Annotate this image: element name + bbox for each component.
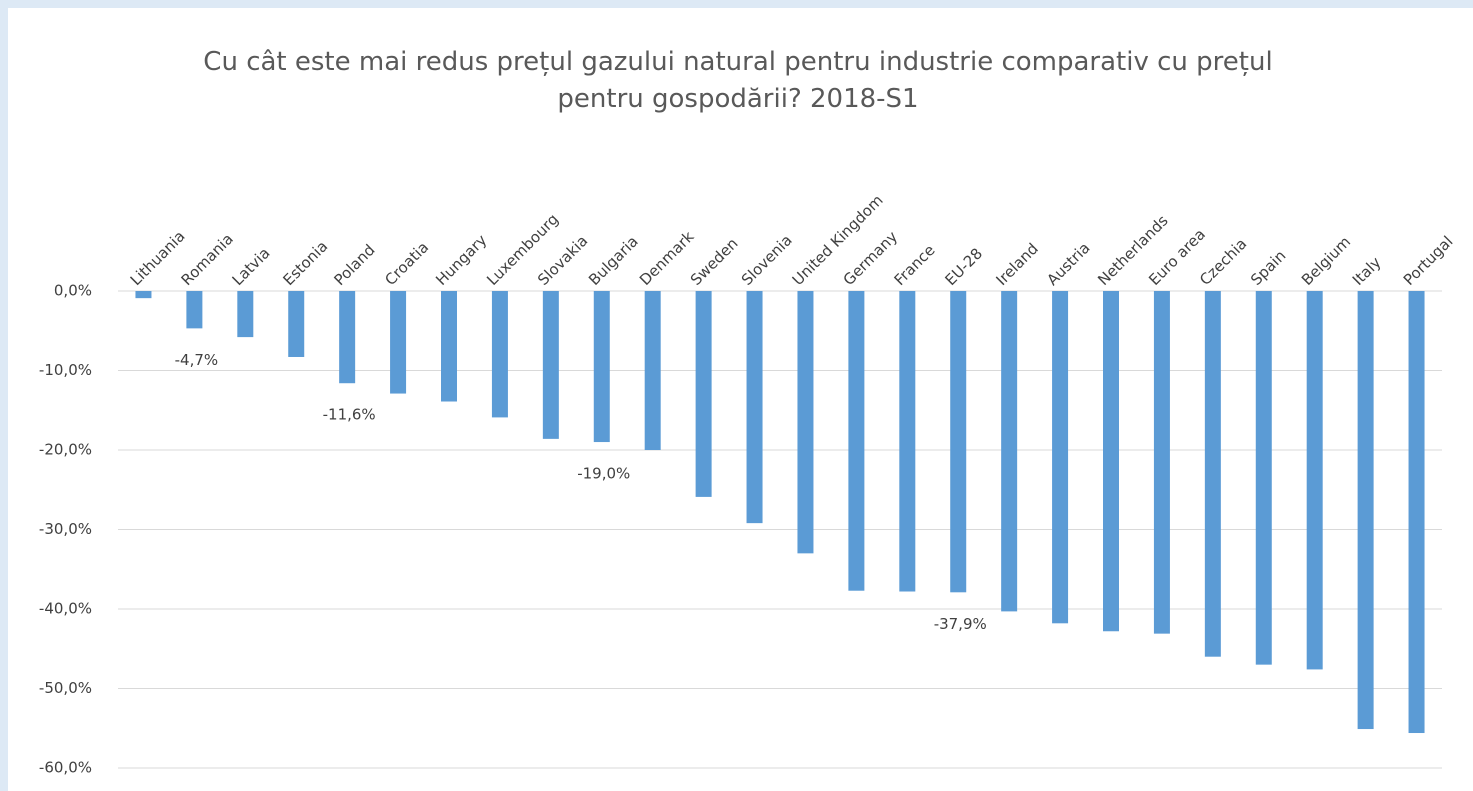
x-tick-label: Hungary bbox=[432, 231, 490, 289]
data-label: -19,0% bbox=[577, 465, 630, 483]
x-tick-label: Poland bbox=[330, 241, 378, 289]
y-tick-label: -10,0% bbox=[39, 361, 92, 379]
bar bbox=[848, 291, 865, 591]
data-label: -4,7% bbox=[175, 351, 219, 369]
x-tick-label: Italy bbox=[1349, 253, 1385, 289]
bar bbox=[542, 291, 559, 439]
x-tick-label: Belgium bbox=[1298, 233, 1354, 289]
x-tick-label: Latvia bbox=[229, 244, 274, 289]
x-tick-label: France bbox=[891, 241, 939, 289]
chart-frame: 0,0% -10,0% -20,0% -30,0% -40,0% -50,0% -60,0%… bbox=[8, 8, 1473, 791]
bar bbox=[1204, 291, 1221, 657]
x-tick-label: Czechia bbox=[1196, 235, 1250, 289]
y-tick-label: -20,0% bbox=[39, 441, 92, 459]
y-tick-label: 0,0% bbox=[54, 282, 92, 300]
bar bbox=[339, 291, 356, 384]
bar bbox=[186, 291, 203, 329]
bar bbox=[1255, 291, 1272, 665]
data-label: -37,9% bbox=[934, 615, 987, 633]
bar bbox=[441, 291, 457, 402]
x-tick-label: Denmark bbox=[636, 227, 698, 289]
bar bbox=[644, 291, 661, 450]
chart: 0,0% -10,0% -20,0% -30,0% -40,0% -50,0% -60,0%… bbox=[39, 191, 1457, 777]
bar bbox=[1103, 291, 1119, 632]
bar bbox=[1357, 291, 1374, 730]
bar bbox=[237, 291, 254, 338]
bar bbox=[797, 291, 814, 554]
bar bbox=[950, 291, 967, 593]
x-tick-label: Lithuania bbox=[127, 227, 189, 289]
bar bbox=[695, 291, 712, 497]
bar bbox=[288, 291, 305, 357]
bar bbox=[1153, 291, 1170, 634]
x-tick-label: Spain bbox=[1247, 247, 1289, 289]
x-tick-label: Slovenia bbox=[738, 231, 796, 289]
x-tick-label: Bulgaria bbox=[585, 232, 642, 289]
x-tick-label: Austria bbox=[1043, 239, 1093, 289]
x-tick-label: Portugal bbox=[1400, 232, 1457, 289]
bar bbox=[1052, 291, 1069, 624]
bar bbox=[593, 291, 610, 443]
x-tick-label: Estonia bbox=[280, 237, 332, 289]
x-tick-label: United Kingdom bbox=[789, 191, 887, 289]
x-tick-label: EU-28 bbox=[942, 244, 987, 289]
bar bbox=[899, 291, 916, 592]
y-tick-label: -50,0% bbox=[39, 679, 92, 697]
x-tick-label: Croatia bbox=[381, 238, 432, 289]
y-tick-label: -40,0% bbox=[39, 600, 92, 618]
bar bbox=[1408, 291, 1425, 734]
bar bbox=[491, 291, 508, 418]
y-tick-label: -30,0% bbox=[39, 520, 92, 538]
bar bbox=[746, 291, 763, 524]
y-tick-label: -60,0% bbox=[39, 759, 92, 777]
bar bbox=[390, 291, 407, 394]
bar bbox=[1001, 291, 1018, 612]
bar bbox=[1306, 291, 1323, 670]
x-tick-label: Ireland bbox=[992, 240, 1041, 289]
chart-title: Cu cât este mai redus prețul gazului nat… bbox=[203, 47, 1273, 114]
bar bbox=[135, 291, 152, 299]
data-label: -11,6% bbox=[323, 406, 376, 424]
